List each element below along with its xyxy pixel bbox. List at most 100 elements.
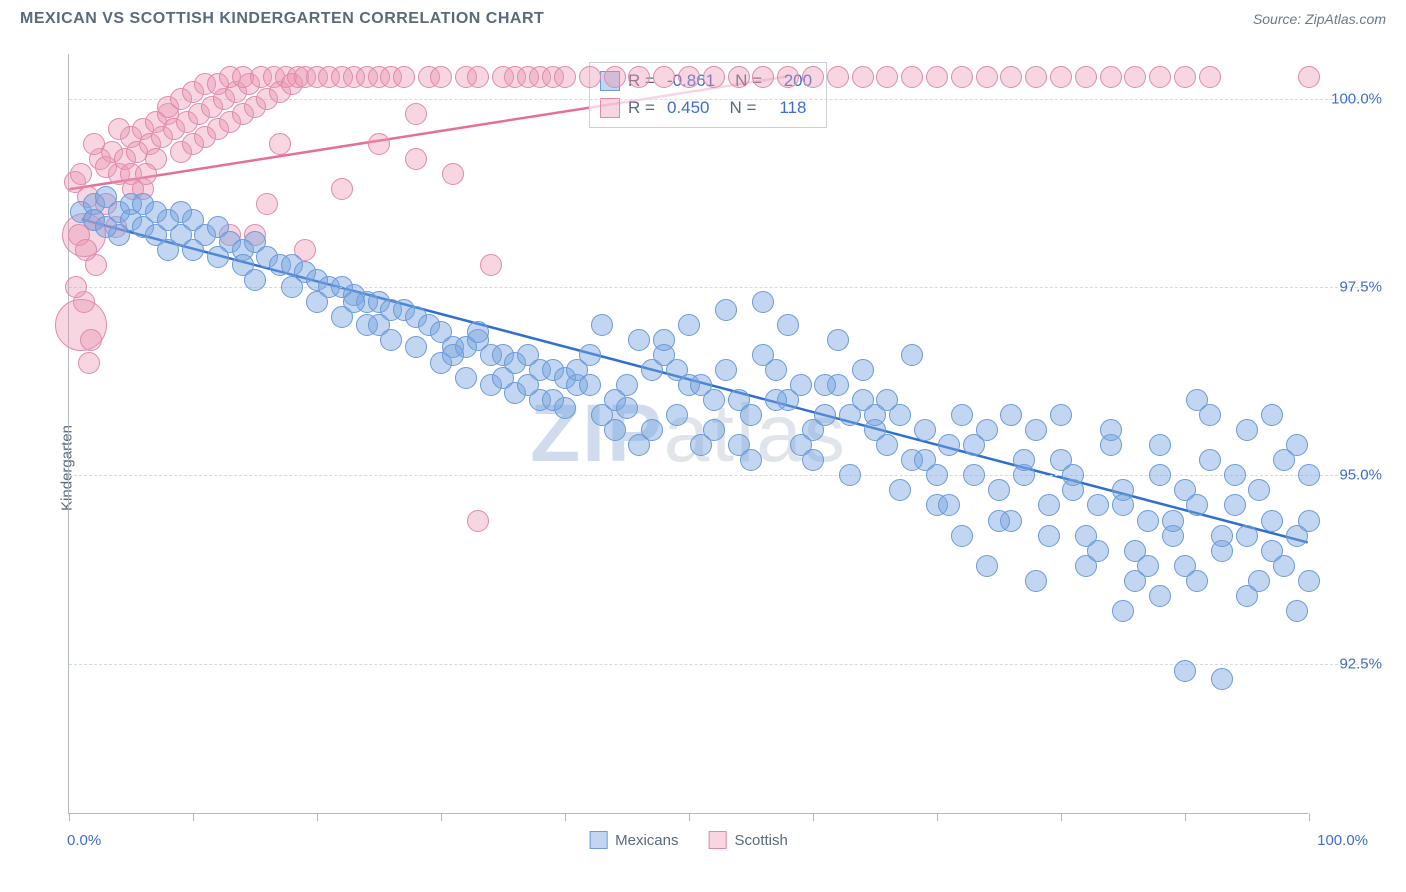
stats-swatch — [600, 98, 620, 118]
data-point-mexicans — [492, 367, 514, 389]
legend-label: Mexicans — [615, 832, 678, 849]
data-point-mexicans — [951, 404, 973, 426]
data-point-mexicans — [690, 434, 712, 456]
x-tick — [1185, 813, 1186, 821]
data-point-mexicans — [703, 389, 725, 411]
data-point-mexicans — [1224, 494, 1246, 516]
data-point-mexicans — [715, 299, 737, 321]
data-point-scottish — [269, 133, 291, 155]
data-point-scottish — [467, 510, 489, 532]
data-point-mexicans — [641, 419, 663, 441]
data-point-scottish — [802, 66, 824, 88]
data-point-mexicans — [827, 329, 849, 351]
data-point-mexicans — [852, 359, 874, 381]
y-tick-label: 100.0% — [1331, 91, 1382, 108]
data-point-mexicans — [616, 397, 638, 419]
x-tick — [813, 813, 814, 821]
data-point-mexicans — [1298, 464, 1320, 486]
data-point-mexicans — [963, 434, 985, 456]
x-axis-max-label: 100.0% — [1317, 832, 1368, 849]
data-point-mexicans — [951, 525, 973, 547]
data-point-mexicans — [1100, 419, 1122, 441]
data-point-scottish — [135, 163, 157, 185]
data-point-mexicans — [715, 359, 737, 381]
data-point-mexicans — [591, 314, 613, 336]
data-point-mexicans — [814, 404, 836, 426]
data-point-scottish — [1025, 66, 1047, 88]
plot-area: ZIPatlas R =-0.861N =200R =0.450N =118 0… — [68, 54, 1308, 814]
data-point-scottish — [467, 66, 489, 88]
data-point-scottish — [1124, 66, 1146, 88]
data-point-mexicans — [1112, 600, 1134, 622]
trend-lines — [69, 54, 1308, 813]
data-point-mexicans — [442, 344, 464, 366]
x-tick — [1061, 813, 1062, 821]
data-point-scottish — [368, 133, 390, 155]
data-point-mexicans — [1087, 494, 1109, 516]
data-point-mexicans — [1149, 434, 1171, 456]
data-point-scottish — [951, 66, 973, 88]
data-point-mexicans — [765, 359, 787, 381]
data-point-scottish — [405, 103, 427, 125]
data-point-mexicans — [666, 404, 688, 426]
x-tick — [565, 813, 566, 821]
data-point-mexicans — [1038, 525, 1060, 547]
data-point-scottish — [442, 163, 464, 185]
data-point-scottish — [926, 66, 948, 88]
data-point-mexicans — [938, 494, 960, 516]
data-point-mexicans — [1149, 464, 1171, 486]
data-point-mexicans — [1186, 494, 1208, 516]
data-point-scottish — [70, 163, 92, 185]
data-point-mexicans — [455, 367, 477, 389]
data-point-mexicans — [814, 374, 836, 396]
data-point-mexicans — [1261, 540, 1283, 562]
data-point-mexicans — [678, 314, 700, 336]
data-point-mexicans — [777, 314, 799, 336]
data-point-scottish — [256, 193, 278, 215]
data-point-mexicans — [1137, 510, 1159, 532]
data-point-mexicans — [1025, 570, 1047, 592]
data-point-mexicans — [1199, 449, 1221, 471]
data-point-mexicans — [566, 359, 588, 381]
data-point-scottish — [430, 66, 452, 88]
data-point-mexicans — [914, 449, 936, 471]
data-point-mexicans — [1013, 449, 1035, 471]
data-point-scottish — [1174, 66, 1196, 88]
data-point-mexicans — [1186, 389, 1208, 411]
data-point-mexicans — [1286, 434, 1308, 456]
data-point-scottish — [604, 66, 626, 88]
data-point-mexicans — [790, 374, 812, 396]
gridline-h — [69, 475, 1368, 476]
data-point-scottish — [78, 352, 100, 374]
chart-header: MEXICAN VS SCOTTISH KINDERGARTEN CORRELA… — [0, 0, 1406, 36]
data-point-scottish — [480, 254, 502, 276]
data-point-mexicans — [740, 404, 762, 426]
data-point-mexicans — [752, 291, 774, 313]
data-point-scottish — [1050, 66, 1072, 88]
data-point-mexicans — [95, 216, 117, 238]
source-attribution: Source: ZipAtlas.com — [1253, 11, 1386, 27]
data-point-mexicans — [1286, 600, 1308, 622]
data-point-mexicans — [1137, 555, 1159, 577]
data-point-scottish — [653, 66, 675, 88]
data-point-scottish — [827, 66, 849, 88]
data-point-scottish — [1298, 66, 1320, 88]
chart-title: MEXICAN VS SCOTTISH KINDERGARTEN CORRELA… — [20, 10, 544, 28]
data-point-mexicans — [1236, 585, 1258, 607]
x-tick — [193, 813, 194, 821]
data-point-scottish — [405, 148, 427, 170]
data-point-mexicans — [517, 374, 539, 396]
data-point-mexicans — [1236, 525, 1258, 547]
data-point-mexicans — [1050, 404, 1072, 426]
data-point-mexicans — [864, 404, 886, 426]
chart-container: Kindergarten ZIPatlas R =-0.861N =200R =… — [20, 44, 1386, 892]
data-point-scottish — [331, 178, 353, 200]
data-point-scottish — [1149, 66, 1171, 88]
data-point-mexicans — [1186, 570, 1208, 592]
data-point-mexicans — [740, 449, 762, 471]
data-point-mexicans — [1224, 464, 1246, 486]
data-point-mexicans — [467, 321, 489, 343]
data-point-scottish — [901, 66, 923, 88]
x-tick — [689, 813, 690, 821]
data-point-mexicans — [1236, 419, 1258, 441]
